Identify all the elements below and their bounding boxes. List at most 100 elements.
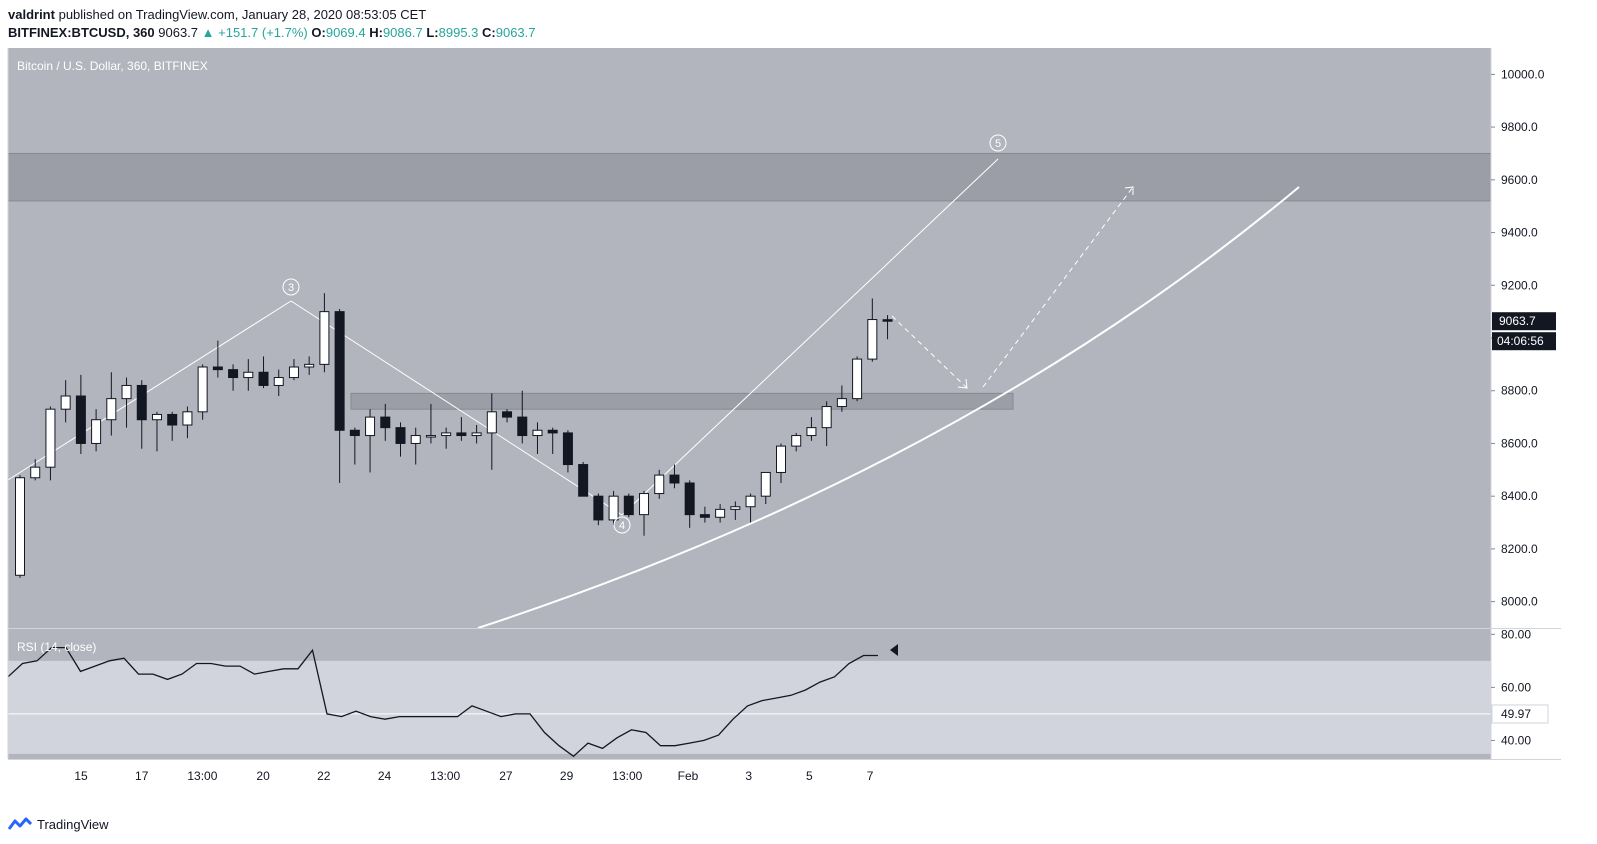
footer-brand[interactable]: TradingView — [8, 816, 109, 832]
candle-body — [121, 384, 132, 400]
candle-body — [197, 366, 208, 413]
candle-body — [136, 384, 147, 421]
candle-body — [15, 477, 25, 576]
candle-body — [243, 371, 254, 379]
candle — [91, 409, 102, 452]
wave-label-4-text: 4 — [619, 520, 625, 532]
high-value: 9086.7 — [382, 25, 423, 40]
candle — [182, 406, 193, 439]
candle-body — [304, 363, 315, 368]
candle-body — [288, 366, 299, 379]
candle-body — [258, 371, 269, 386]
candle — [684, 480, 695, 528]
price-tick-label: 9800.0 — [1501, 120, 1538, 134]
ohlc-bar: BITFINEX:BTCUSD, 360 9063.7 ▲ +151.7 (+1… — [8, 25, 536, 40]
time-tick-label: 20 — [256, 769, 270, 783]
candle — [623, 493, 634, 518]
candle — [121, 377, 132, 428]
projection-up-arrow — [982, 186, 1134, 388]
candle — [882, 315, 893, 340]
candle-body — [167, 413, 178, 426]
candle — [243, 359, 254, 391]
candle-body — [517, 416, 528, 437]
candle-body — [75, 395, 86, 444]
last-price-badge — [1492, 312, 1556, 331]
candle — [288, 359, 299, 381]
candle — [60, 380, 71, 423]
countdown-label: 04:06:56 — [1497, 334, 1544, 348]
candle — [441, 427, 452, 449]
time-tick-label: 3 — [745, 769, 752, 783]
candle — [715, 504, 726, 523]
open-label: O: — [311, 25, 326, 40]
open-value: 9069.4 — [325, 25, 366, 40]
author-name[interactable]: valdrint — [8, 7, 55, 22]
candle-body — [882, 319, 893, 322]
candle — [45, 406, 56, 481]
candle-body — [334, 311, 345, 431]
last-price-label: 9063.7 — [1499, 314, 1536, 328]
candle — [365, 409, 376, 473]
candle-body — [791, 435, 802, 447]
candle-body — [365, 416, 376, 437]
candle — [639, 490, 650, 536]
candle — [578, 461, 589, 497]
candle — [517, 390, 528, 444]
resistance-zone — [7, 152, 1492, 202]
candle-body — [395, 427, 406, 444]
candle — [106, 372, 117, 436]
candle-body — [867, 319, 878, 360]
countdown-badge — [1492, 332, 1556, 351]
axes-layer[interactable]: 10000.09800.09600.09400.09200.09000.0880… — [7, 48, 1561, 783]
candle — [730, 501, 741, 520]
candle — [532, 422, 543, 454]
candle-body — [30, 466, 41, 479]
price-tick-label: 9200.0 — [1501, 278, 1538, 292]
candle-body — [471, 432, 482, 437]
candle — [212, 340, 223, 378]
candle — [562, 430, 573, 473]
price-pane[interactable] — [8, 48, 1491, 628]
low-label: L: — [426, 25, 439, 40]
candle — [167, 411, 178, 441]
candle — [15, 475, 25, 578]
price-tick-label: 8800.0 — [1501, 384, 1538, 398]
time-tick-label: 29 — [560, 769, 574, 783]
candle — [669, 464, 680, 489]
candle-body — [806, 427, 817, 437]
candle-body — [578, 464, 589, 497]
rsi-band — [8, 660, 1491, 754]
price-tick-label: 10000.0 — [1501, 67, 1545, 81]
candle-body — [562, 432, 573, 466]
candle-body — [228, 369, 239, 379]
candle-body — [593, 495, 604, 521]
candle — [319, 293, 330, 373]
time-tick-label: 7 — [867, 769, 874, 783]
rsi-tick-label: 80.00 — [1501, 627, 1531, 641]
chart-title: Bitcoin / U.S. Dollar, 360, BITFINEX — [17, 59, 208, 73]
candle-body — [821, 406, 832, 429]
candle-body — [106, 398, 117, 421]
candle-body — [273, 377, 284, 386]
candle — [608, 490, 619, 526]
candle — [395, 422, 406, 457]
candle — [456, 417, 467, 441]
rsi-marker-icon — [890, 644, 898, 656]
tradingview-logo-icon — [8, 817, 32, 830]
candle — [410, 427, 421, 465]
candle — [852, 356, 863, 402]
time-tick-label: 15 — [74, 769, 88, 783]
publish-text: published on TradingView.com, January 28… — [58, 7, 427, 22]
wave-line-3-4 — [290, 300, 623, 516]
candle — [425, 403, 436, 444]
price-tick-label: 8400.0 — [1501, 489, 1538, 503]
candle — [471, 425, 482, 444]
candle-body — [151, 413, 162, 421]
candle-body — [836, 398, 847, 408]
candle-body — [639, 493, 650, 516]
candle — [502, 409, 513, 423]
rsi-title: RSI (14, close) — [17, 640, 96, 654]
candle-body — [425, 435, 436, 438]
rsi-value-label: 49.97 — [1501, 707, 1531, 721]
